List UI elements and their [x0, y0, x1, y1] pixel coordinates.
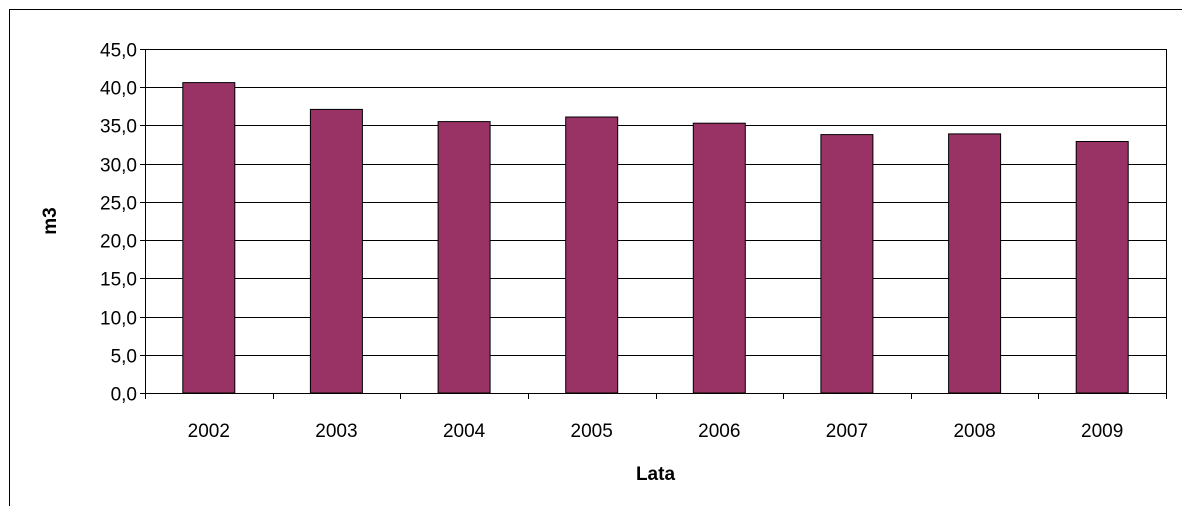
y-tick-label: 10,0: [100, 309, 137, 330]
bar-2002: [182, 82, 236, 394]
y-tick-label: 30,0: [100, 156, 137, 177]
x-tick-label: 2006: [698, 421, 740, 442]
x-tick-label: 2002: [188, 421, 230, 442]
y-tick-label: 35,0: [100, 117, 137, 138]
x-tick-label: 2004: [443, 421, 486, 442]
bar-2006: [692, 122, 746, 394]
x-tick-label: 2005: [571, 421, 613, 442]
y-tick-label: 15,0: [100, 270, 137, 291]
y-tick-label: 5,0: [111, 347, 137, 368]
x-axis-title: Lata: [636, 464, 676, 485]
x-tick-label: 2009: [1081, 421, 1123, 442]
x-tick-label: 2008: [953, 421, 995, 442]
axes: [140, 49, 1167, 399]
bar-2007: [820, 134, 874, 394]
bar-2003: [309, 108, 363, 394]
bar-2009: [1075, 141, 1129, 394]
x-tick-labels: 2002 2003 2004 2005 2006 2007 2008 2009: [188, 421, 1124, 442]
y-tick-labels: 0,0 5,0 10,0 15,0 20,0 25,0 30,0 35,0 40,0 45,0: [100, 41, 137, 406]
bars: [182, 82, 1129, 394]
bar-2005: [565, 116, 619, 394]
y-tick-label: 25,0: [100, 194, 137, 215]
gridlines: [145, 49, 1166, 356]
y-tick-label: 20,0: [100, 232, 137, 253]
y-tick-label: 0,0: [111, 385, 137, 406]
x-tick-label: 2007: [826, 421, 868, 442]
y-tick-label: 40,0: [100, 79, 137, 100]
bar-2008: [948, 133, 1002, 394]
y-tick-label: 45,0: [100, 41, 137, 62]
bar-2004: [437, 121, 491, 394]
x-tick-label: 2003: [315, 421, 357, 442]
y-axis-title: m3: [40, 207, 61, 234]
